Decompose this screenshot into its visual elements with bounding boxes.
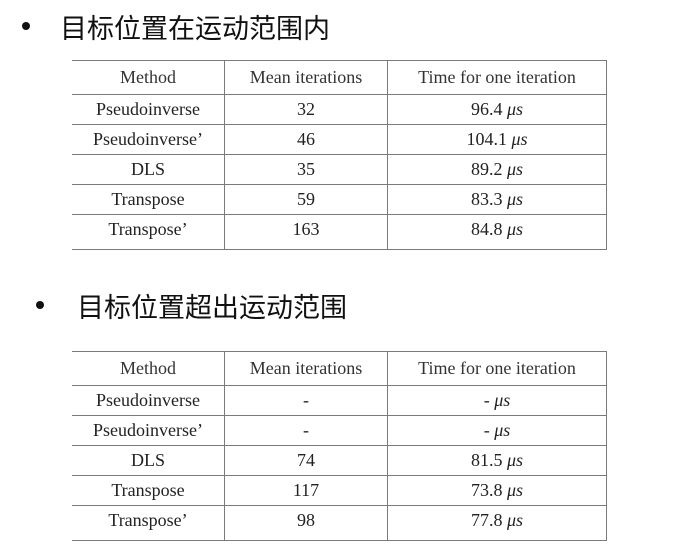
time-cell: 89.2 μs (387, 154, 607, 185)
time-value: 84.8 (470, 219, 503, 239)
method-cell: Pseudoinverse’ (72, 124, 225, 155)
table-row: Pseudoinverse’ - - μs (72, 415, 607, 446)
time-cell: 77.8 μs (387, 505, 607, 541)
table-row: Transpose’ 163 84.8 μs (72, 214, 607, 250)
time-value: 89.2 (470, 159, 503, 179)
time-unit: μs (506, 450, 524, 470)
time-cell: 104.1 μs (387, 124, 607, 155)
time-value: - (483, 390, 490, 410)
column-header-time: Time for one iteration (387, 351, 607, 386)
bullet-icon (36, 301, 44, 309)
table-row: Transpose 117 73.8 μs (72, 475, 607, 506)
time-unit: μs (506, 219, 524, 239)
method-cell: Pseudoinverse (72, 385, 225, 416)
iterations-cell: 59 (224, 184, 388, 215)
section-heading-out-of-range: 目标位置超出运动范围 (36, 285, 347, 325)
table-row: Pseudoinverse 32 96.4 μs (72, 94, 607, 125)
table-header-row: Method Mean iterations Time for one iter… (72, 351, 607, 386)
iterations-cell: - (224, 385, 388, 416)
table-row: Pseudoinverse’ 46 104.1 μs (72, 124, 607, 155)
heading-text: 目标位置超出运动范围 (77, 292, 347, 324)
iterations-cell: 98 (224, 505, 388, 541)
method-cell: Pseudoinverse (72, 94, 225, 125)
results-table-out-of-range: Method Mean iterations Time for one iter… (72, 351, 607, 541)
results-table-in-range: Method Mean iterations Time for one iter… (72, 60, 607, 250)
column-header-method: Method (72, 60, 225, 95)
iterations-cell: 32 (224, 94, 388, 125)
time-unit: μs (506, 99, 524, 119)
column-header-method: Method (72, 351, 225, 386)
method-cell: DLS (72, 154, 225, 185)
time-value: 77.8 (470, 510, 503, 530)
time-cell: 84.8 μs (387, 214, 607, 250)
table-row: Transpose’ 98 77.8 μs (72, 505, 607, 541)
time-unit: μs (506, 510, 524, 530)
table-row: DLS 35 89.2 μs (72, 154, 607, 185)
time-unit: μs (506, 159, 524, 179)
time-value: 83.3 (470, 189, 503, 209)
time-value: 81.5 (470, 450, 503, 470)
time-cell: 73.8 μs (387, 475, 607, 506)
column-header-mean-iterations: Mean iterations (224, 60, 388, 95)
table-row: Pseudoinverse - - μs (72, 385, 607, 416)
method-cell: Pseudoinverse’ (72, 415, 225, 446)
time-unit: μs (506, 480, 524, 500)
iterations-cell: 35 (224, 154, 388, 185)
time-unit: μs (494, 390, 511, 410)
time-unit: μs (494, 420, 511, 440)
time-cell: 96.4 μs (387, 94, 607, 125)
column-header-time: Time for one iteration (387, 60, 607, 95)
heading-text: 目标位置在运动范围内 (60, 13, 330, 45)
time-unit: μs (511, 129, 528, 149)
time-cell: - μs (387, 385, 607, 416)
method-cell: Transpose’ (72, 505, 225, 541)
bullet-icon (22, 22, 30, 30)
table-row: Transpose 59 83.3 μs (72, 184, 607, 215)
time-value: - (483, 420, 490, 440)
time-cell: 81.5 μs (387, 445, 607, 476)
time-unit: μs (506, 189, 524, 209)
time-value: 96.4 (470, 99, 503, 119)
iterations-cell: 117 (224, 475, 388, 506)
time-value: 104.1 (466, 129, 507, 149)
iterations-cell: - (224, 415, 388, 446)
method-cell: Transpose (72, 475, 225, 506)
section-heading-in-range: 目标位置在运动范围内 (22, 6, 330, 46)
table-header-row: Method Mean iterations Time for one iter… (72, 60, 607, 95)
iterations-cell: 74 (224, 445, 388, 476)
method-cell: Transpose (72, 184, 225, 215)
time-cell: - μs (387, 415, 607, 446)
method-cell: Transpose’ (72, 214, 225, 250)
time-value: 73.8 (470, 480, 503, 500)
column-header-mean-iterations: Mean iterations (224, 351, 388, 386)
iterations-cell: 46 (224, 124, 388, 155)
iterations-cell: 163 (224, 214, 388, 250)
table-row: DLS 74 81.5 μs (72, 445, 607, 476)
time-cell: 83.3 μs (387, 184, 607, 215)
method-cell: DLS (72, 445, 225, 476)
